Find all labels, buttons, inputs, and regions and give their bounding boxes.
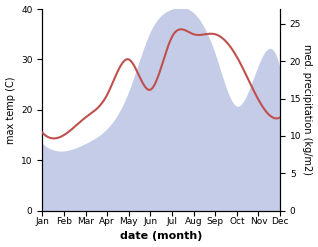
Y-axis label: max temp (C): max temp (C) bbox=[5, 76, 16, 144]
Y-axis label: med. precipitation (kg/m2): med. precipitation (kg/m2) bbox=[302, 44, 313, 175]
X-axis label: date (month): date (month) bbox=[120, 231, 203, 242]
